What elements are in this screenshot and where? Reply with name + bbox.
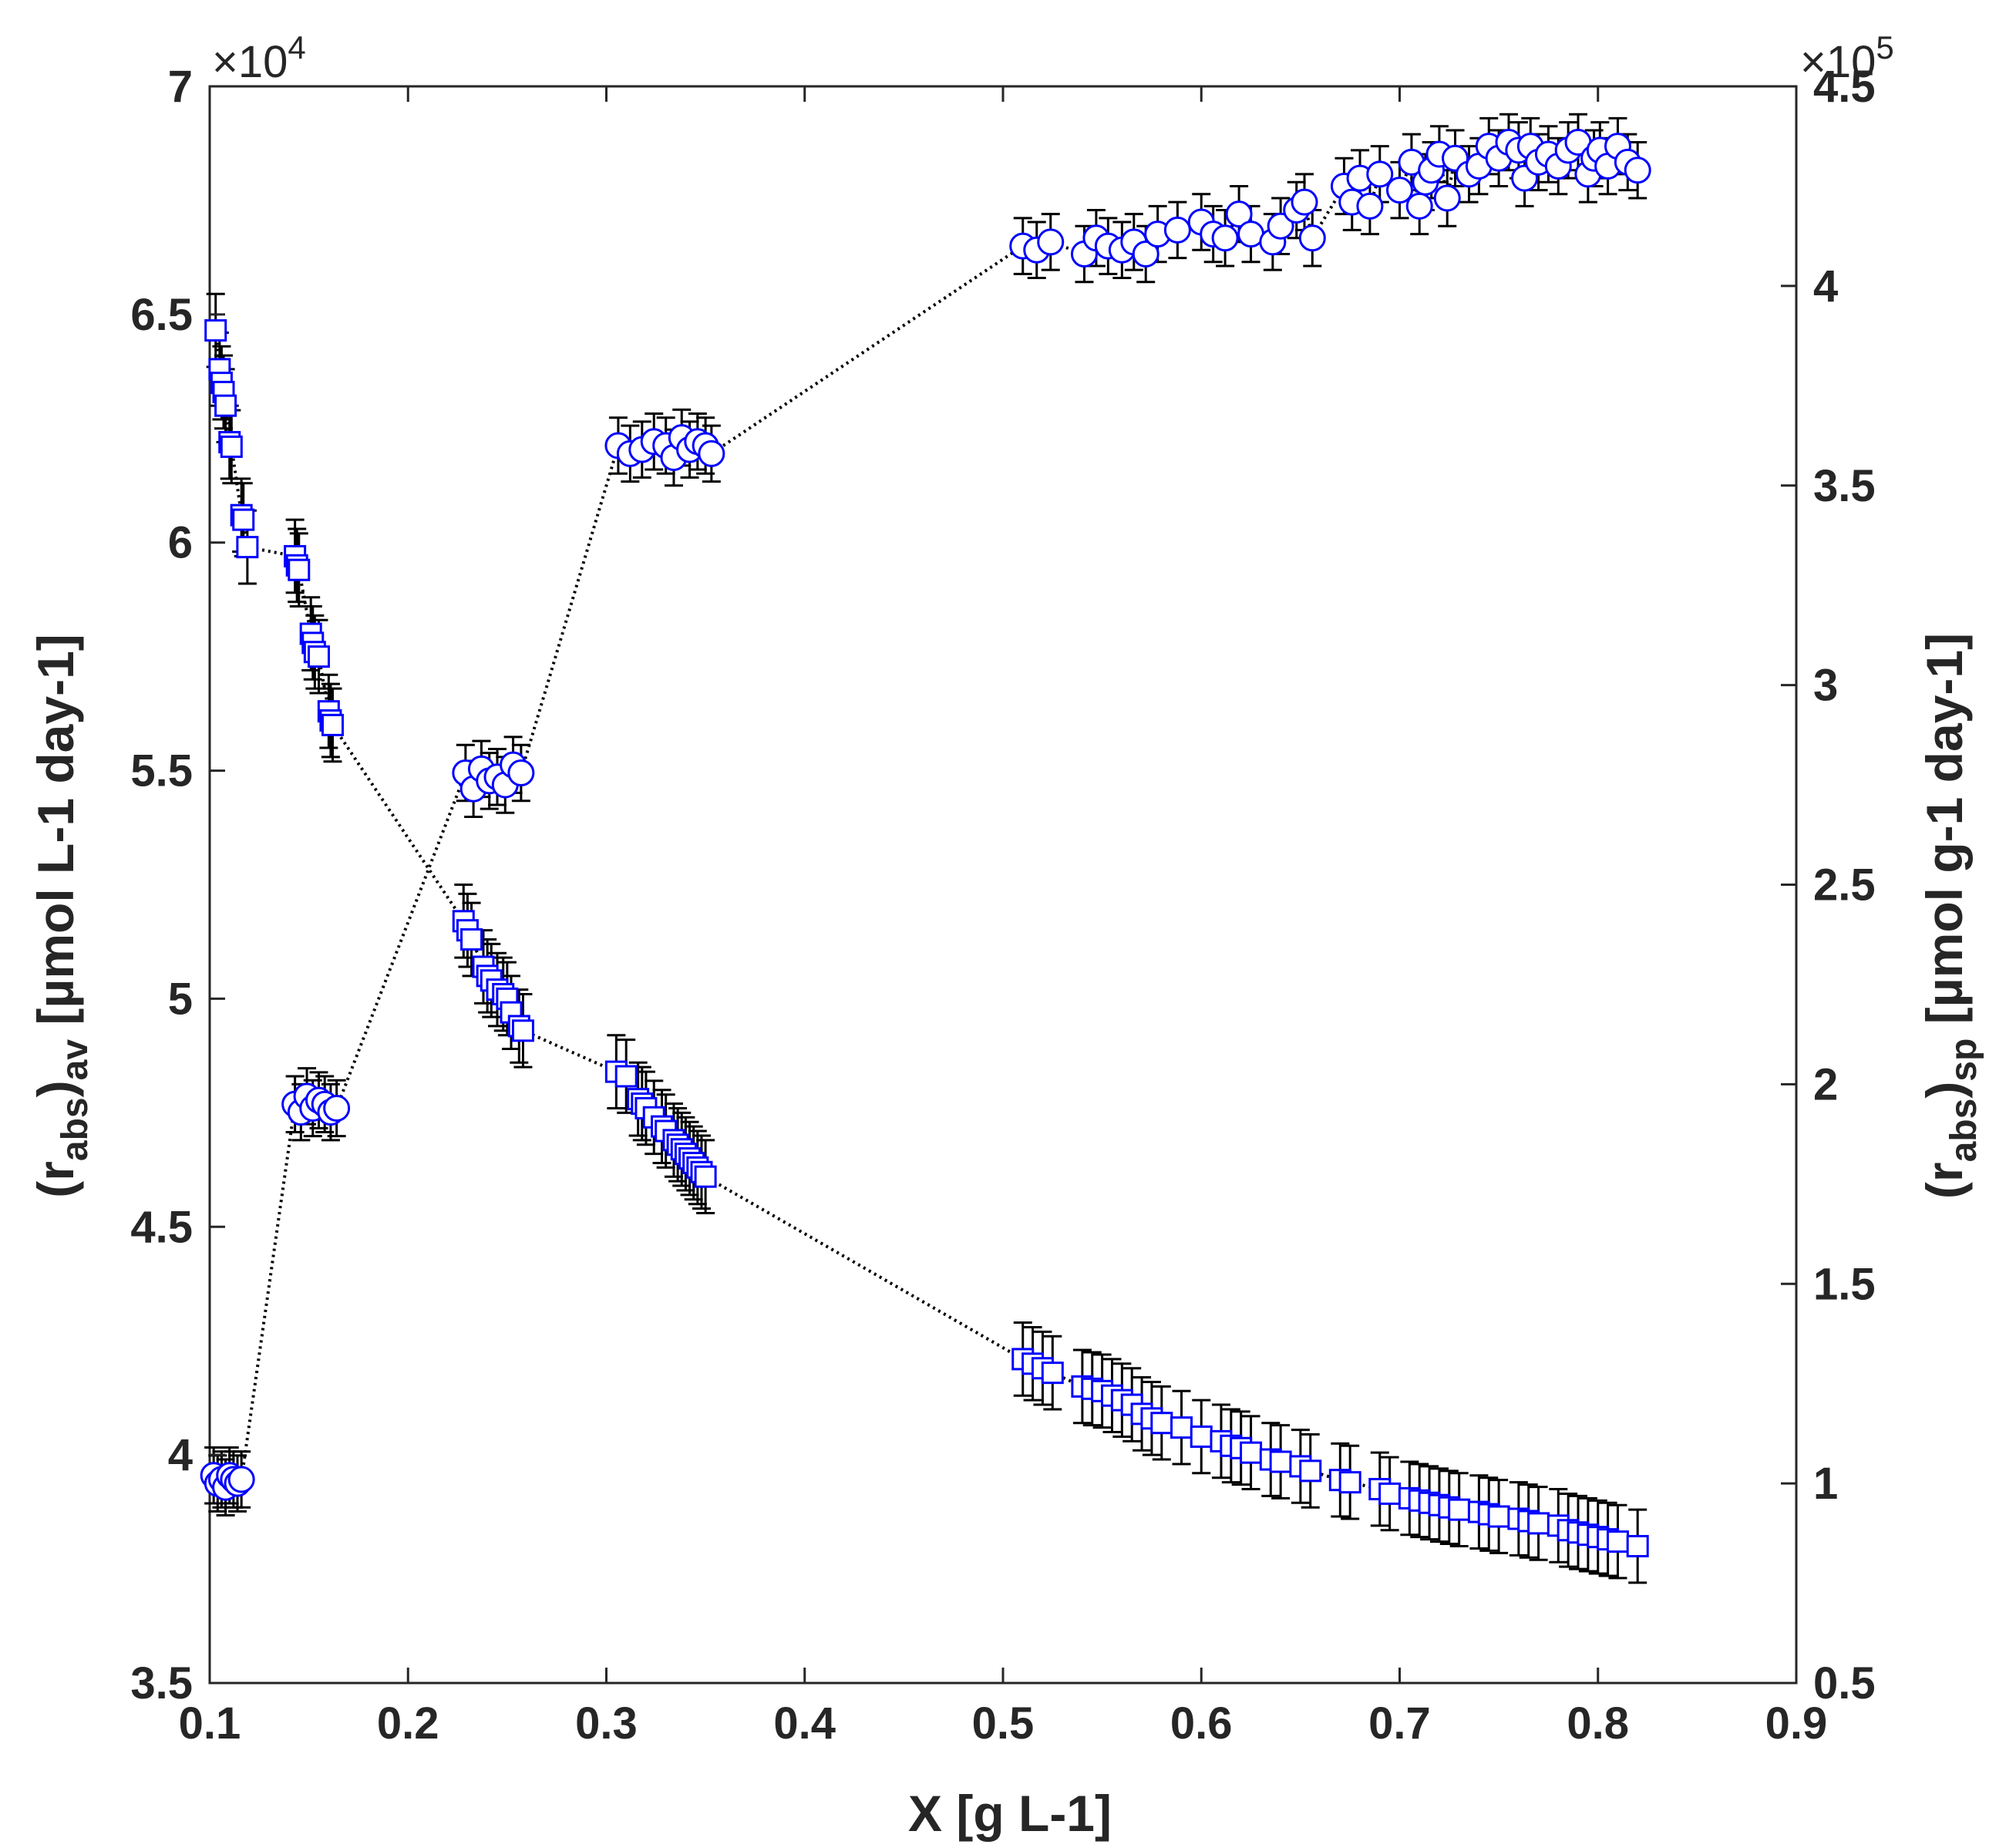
left-ylabel-mid: ) — [27, 1080, 84, 1097]
square-marker — [614, 1065, 638, 1088]
right-y-axis-label: (rabs)sp [µmol g-1 day-1] — [1916, 633, 1984, 1199]
square-marker — [1606, 1530, 1629, 1553]
right-y-tick-label: 4.5 — [1813, 62, 1876, 112]
left-ylabel-base: (r — [27, 1161, 84, 1198]
left-y-tick-label: 3.5 — [130, 1658, 193, 1708]
right-y-tick-label: 1 — [1813, 1459, 1838, 1509]
left-ylabel-sub2: av — [55, 1039, 96, 1081]
square-marker — [1150, 1412, 1173, 1435]
left-y-tick-label: 6 — [168, 518, 193, 568]
right-y-tick-label: 1.5 — [1813, 1259, 1876, 1309]
circle-marker — [698, 439, 725, 467]
square-marker — [1626, 1534, 1649, 1557]
circle-marker — [507, 759, 535, 787]
circle-marker — [227, 1466, 255, 1493]
square-marker — [511, 1019, 534, 1042]
x-tick-label: 0.8 — [1567, 1698, 1629, 1749]
circle-marker — [1624, 157, 1651, 184]
right-y-tick-label: 3.5 — [1813, 461, 1876, 511]
square-marker — [214, 394, 237, 417]
right-ylabel-mid: ) — [1916, 1082, 1973, 1099]
right-y-tick-label: 0.5 — [1813, 1658, 1876, 1708]
left-exponent-label: ×104 — [212, 29, 306, 87]
x-tick-label: 0.7 — [1368, 1698, 1431, 1749]
square-marker — [1269, 1450, 1292, 1473]
right-y-tick-label: 2.5 — [1813, 860, 1876, 911]
left-exponent-power: 4 — [288, 29, 305, 66]
left-y-tick-label: 4 — [168, 1430, 193, 1480]
data-markers — [200, 128, 1651, 1557]
circle-marker — [1366, 160, 1394, 188]
x-tick-label: 0.6 — [1170, 1698, 1233, 1749]
circle-marker — [1225, 200, 1253, 228]
square-marker — [1041, 1362, 1064, 1385]
square-marker — [1299, 1459, 1322, 1483]
right-exponent-label: ×105 — [1800, 29, 1894, 87]
right-exponent-base: ×10 — [1800, 37, 1876, 87]
right-ylabel-base: (r — [1916, 1162, 1973, 1199]
left-y-tick-label: 4.5 — [130, 1202, 193, 1252]
square-marker — [1190, 1425, 1213, 1448]
left-y-tick-label: 7 — [168, 62, 193, 112]
x-tick-label: 0.9 — [1765, 1698, 1828, 1749]
x-tick-label: 0.5 — [972, 1698, 1035, 1749]
x-tick-label: 0.4 — [773, 1698, 836, 1749]
left-y-tick-label: 5 — [168, 974, 193, 1024]
square-marker — [236, 536, 259, 559]
circle-marker — [1132, 240, 1159, 268]
square-marker — [232, 508, 255, 531]
circle-marker — [1298, 224, 1326, 252]
left-exponent-base: ×10 — [212, 37, 288, 87]
square-marker — [1448, 1498, 1471, 1521]
right-exponent-power: 5 — [1876, 29, 1893, 66]
circle-marker — [1163, 216, 1191, 244]
left-ylabel-sub1: abs — [55, 1097, 96, 1161]
square-marker — [1240, 1441, 1263, 1464]
x-axis-label: X [g L-1] — [908, 1785, 1112, 1842]
square-marker — [1170, 1416, 1193, 1439]
square-marker — [220, 435, 243, 458]
left-y-tick-label: 5.5 — [130, 746, 193, 796]
square-marker — [1338, 1471, 1361, 1494]
left-y-tick-label: 6.5 — [130, 290, 193, 340]
square-marker — [321, 713, 344, 736]
x-tick-label: 0.3 — [575, 1698, 638, 1749]
circle-marker — [1433, 184, 1461, 212]
circle-marker — [1291, 188, 1318, 216]
square-marker — [288, 558, 311, 581]
right-y-tick-label: 2 — [1813, 1059, 1838, 1109]
square-marker — [204, 319, 227, 342]
right-ylabel-rest: [µmol g-1 day-1] — [1916, 633, 1973, 1038]
axis-ticks: 0.1 0.2 0.3 0.4 0.5 0.6 0.7 0.8 0.9 3.5 4 4.5 5 5.5 6 6… — [130, 62, 1875, 1749]
right-ylabel-sub1: abs — [1944, 1099, 1984, 1163]
circle-marker — [323, 1094, 351, 1122]
square-marker — [460, 928, 483, 951]
circle-marker — [1386, 177, 1413, 204]
right-ylabel-sub2: sp — [1944, 1038, 1984, 1082]
square-marker — [694, 1165, 717, 1188]
circle-marker — [1405, 192, 1433, 220]
circle-marker — [1037, 228, 1065, 256]
circle-marker — [1356, 192, 1384, 220]
right-y-tick-label: 3 — [1813, 661, 1838, 711]
x-tick-label: 0.1 — [179, 1698, 241, 1749]
square-marker — [307, 645, 330, 668]
left-ylabel-rest: [µmol L-1 day-1] — [27, 634, 84, 1039]
left-y-axis-label: (rabs)av [µmol L-1 day-1] — [27, 634, 96, 1198]
right-y-tick-label: 4 — [1813, 261, 1838, 311]
square-marker — [1527, 1512, 1550, 1535]
square-marker — [1487, 1505, 1510, 1528]
square-marker — [1378, 1482, 1402, 1505]
x-tick-label: 0.2 — [377, 1698, 439, 1749]
circle-marker — [1211, 224, 1239, 252]
circle-marker — [1267, 212, 1294, 240]
